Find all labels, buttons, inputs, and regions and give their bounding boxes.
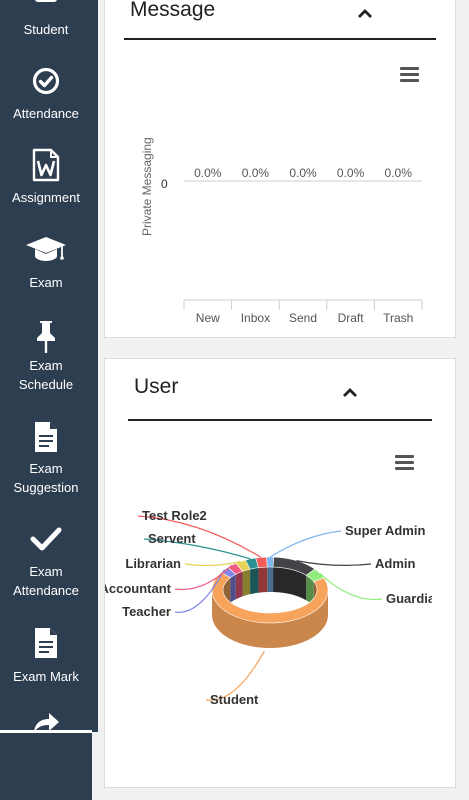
pushpin-icon [34, 319, 58, 358]
sidebar [0, 0, 98, 732]
sidebar-item-label-line1: Exam [29, 564, 63, 579]
card-divider [124, 38, 436, 40]
sidebar-item-label: Attendance [13, 106, 79, 121]
pie-label: Servent [148, 531, 196, 546]
pie-label-connector [205, 650, 265, 701]
sidebar-divider [0, 730, 92, 733]
pie-label: Guardian [386, 591, 432, 606]
pie-label-connector [174, 564, 233, 591]
student-icon [35, 0, 57, 2]
sidebar-item-exam-schedule[interactable]: Exam Schedule [0, 316, 92, 396]
word-document-icon [32, 148, 60, 187]
hamburger-icon [400, 67, 419, 70]
pie-label-connector [174, 569, 225, 613]
x-category-label: Inbox [241, 311, 270, 325]
sidebar-item-exam-suggestion[interactable]: Exam Suggestion [0, 418, 92, 498]
bar-data-label: 0.0% [194, 166, 222, 180]
document-icon [33, 626, 59, 665]
pie-label: Accountant [105, 581, 172, 596]
sidebar-item-label: Student [23, 22, 69, 37]
x-category-label: Trash [383, 311, 413, 325]
x-category-label: New [196, 311, 220, 325]
pie-slice-inner-wall [306, 575, 314, 607]
chevron-up-icon [358, 9, 372, 18]
collapse-button[interactable] [341, 385, 359, 403]
pie-chart-container: Super Admin Admin Guardian Student Teacher Ac… [105, 480, 432, 730]
share-arrow-icon [30, 710, 62, 730]
user-card-title: User [134, 375, 179, 398]
document-icon [33, 420, 59, 459]
message-bar-chart: Private Messaging 0 0.0% 0.0% 0.0% 0.0% 0.0%… [140, 137, 423, 325]
bar-data-label: 0.0% [242, 166, 270, 180]
sidebar-item-label: Assignment [12, 190, 80, 205]
sidebar-item-label: Exam Mark [13, 669, 79, 684]
x-category-label: Send [289, 311, 317, 325]
sidebar-item-exam[interactable]: Exam [0, 230, 92, 292]
bar-data-label: 0.0% [385, 166, 413, 180]
pie-slice-test-role2[interactable] [255, 556, 268, 569]
bar-data-label: 0.0% [337, 166, 365, 180]
pie-slice-outer-wall [212, 590, 328, 648]
hamburger-icon [395, 455, 414, 458]
y-tick-label: 0 [161, 177, 168, 191]
sidebar-item-assignment[interactable]: Assignment [0, 146, 92, 208]
check-circle-icon [32, 67, 60, 100]
sidebar-item-attendance[interactable]: Attendance [0, 62, 92, 124]
user-pie-chart: Super Admin Admin Guardian Student Teacher Ac… [105, 508, 432, 707]
pie-label: Super Admin [345, 523, 425, 538]
graduation-cap-icon [25, 235, 67, 268]
pie-slice-inner-wall [258, 567, 268, 593]
sidebar-item-label: Exam [29, 275, 63, 290]
pie-slice-inner-wall [273, 567, 307, 601]
sidebar-item-next[interactable] [0, 706, 92, 730]
pie-label-connector [137, 515, 262, 558]
message-card [104, 0, 456, 338]
message-card-title: Message [130, 0, 216, 21]
pie-slice-super-admin[interactable] [266, 556, 275, 568]
sidebar-item-label-line2: Suggestion [13, 480, 79, 495]
chart-menu-button[interactable] [400, 67, 419, 83]
x-category-label: Draft [338, 311, 365, 325]
pie-slice-inner-wall [267, 567, 274, 593]
pie-label: Librarian [125, 556, 181, 571]
pie-label-connector [319, 572, 383, 601]
chart-menu-button[interactable] [395, 455, 414, 471]
pie-label: Test Role2 [142, 508, 207, 523]
pie-label-connector [296, 560, 372, 566]
sidebar-item-exam-mark[interactable]: Exam Mark [0, 624, 92, 686]
pie-label-connector [143, 538, 251, 560]
pie-slice-inner-wall [235, 571, 243, 600]
bar-data-label: 0.0% [289, 166, 317, 180]
pie-label-connector [269, 530, 342, 558]
pie-slice-inner-wall [230, 574, 236, 603]
pie-label: Admin [375, 556, 416, 571]
pie-label-connector [184, 560, 241, 567]
sidebar-item-student[interactable]: Student [0, 0, 92, 44]
collapse-button[interactable] [356, 6, 374, 24]
sidebar-lower [0, 732, 92, 800]
pie-label: Student [210, 692, 259, 707]
sidebar-notch [92, 732, 98, 800]
sidebar-item-label-line2: Schedule [18, 377, 74, 392]
sidebar-item-label-line1: Exam [29, 461, 63, 476]
pie-label: Teacher [122, 604, 171, 619]
y-axis-label: Private Messaging [140, 137, 154, 236]
checkmark-icon [30, 526, 62, 557]
card-divider [128, 419, 432, 421]
pie-slice-inner-wall [242, 569, 251, 597]
sidebar-item-exam-attendance[interactable]: Exam Attendance [0, 522, 92, 602]
pie-slice-inner-wall [250, 567, 259, 595]
chevron-up-icon [343, 388, 357, 397]
sidebar-item-label-line1: Exam [29, 358, 63, 373]
sidebar-item-label-line2: Attendance [13, 583, 79, 598]
